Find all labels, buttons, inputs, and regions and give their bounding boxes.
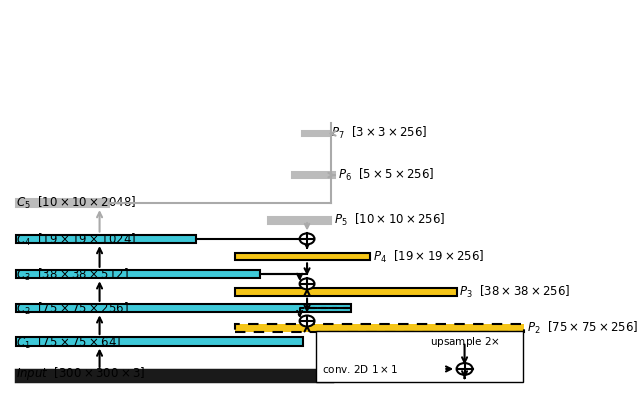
Text: $P_7$  $[3\times3\times256]$: $P_7$ $[3\times3\times256]$	[332, 125, 428, 141]
Text: $C_1$  $[75\times75\times64]$: $C_1$ $[75\times75\times64]$	[16, 335, 122, 351]
Bar	[16, 270, 260, 279]
Bar	[16, 370, 332, 381]
Bar	[235, 288, 457, 296]
Bar	[268, 217, 332, 224]
Circle shape	[300, 279, 314, 289]
Text: conv. 2D $1\times1$: conv. 2D $1\times1$	[322, 363, 398, 375]
Bar	[16, 337, 303, 346]
Text: $C_4$  $[19\times19\times1024]$: $C_4$ $[19\times19\times1024]$	[16, 232, 136, 248]
Circle shape	[456, 363, 472, 375]
Text: $C_2$  $[75\times75\times256]$: $C_2$ $[75\times75\times256]$	[16, 301, 129, 317]
Circle shape	[300, 316, 314, 327]
Bar	[235, 324, 524, 332]
Bar	[292, 172, 335, 178]
Bar	[302, 131, 329, 136]
Text: upsample 2$\times$: upsample 2$\times$	[429, 336, 500, 349]
Bar	[16, 304, 351, 312]
Circle shape	[300, 233, 314, 244]
Text: $P_6$  $[5\times5\times256]$: $P_6$ $[5\times5\times256]$	[338, 167, 435, 183]
Bar	[16, 199, 109, 207]
Bar	[235, 253, 370, 260]
Text: $P_5$  $[10\times10\times256]$: $P_5$ $[10\times10\times256]$	[334, 212, 445, 228]
Bar	[316, 331, 522, 382]
Text: $P_4$  $[19\times19\times256]$: $P_4$ $[19\times19\times256]$	[373, 248, 484, 264]
Bar	[16, 234, 196, 243]
Text: $P_2$  $[75\times75\times256]$: $P_2$ $[75\times75\times256]$	[527, 320, 638, 336]
Text: $C_3$  $[38\times38\times512]$: $C_3$ $[38\times38\times512]$	[16, 267, 129, 283]
Text: $P_3$  $[38\times38\times256]$: $P_3$ $[38\times38\times256]$	[460, 284, 571, 300]
Text: Input  $[300\times300\times3]$: Input $[300\times300\times3]$	[16, 366, 145, 383]
Text: $C_5$  $[10\times10\times2048]$: $C_5$ $[10\times10\times2048]$	[16, 195, 136, 212]
